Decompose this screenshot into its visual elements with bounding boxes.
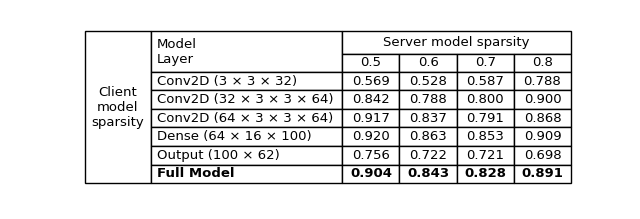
Bar (151, 146, 342, 164)
Bar (399, 127, 457, 146)
Bar (399, 109, 457, 127)
Bar (514, 72, 571, 90)
Text: Conv2D (64 × 3 × 3 × 64): Conv2D (64 × 3 × 3 × 64) (157, 112, 333, 125)
Bar (342, 54, 399, 72)
Bar (151, 72, 342, 90)
Text: Client
model
sparsity: Client model sparsity (92, 86, 144, 129)
Text: 0.722: 0.722 (409, 149, 447, 162)
Text: 0.569: 0.569 (352, 75, 390, 88)
Text: 0.909: 0.909 (524, 130, 561, 143)
Bar (151, 90, 342, 109)
Text: 0.7: 0.7 (475, 57, 496, 69)
Text: Full Model: Full Model (157, 167, 234, 180)
Bar (514, 127, 571, 146)
Bar (514, 54, 571, 72)
Text: Model
Layer: Model Layer (157, 38, 196, 65)
Bar (399, 72, 457, 90)
Bar (514, 90, 571, 109)
Bar (514, 164, 571, 183)
Text: 0.904: 0.904 (350, 167, 392, 180)
Bar (514, 146, 571, 164)
Text: 0.828: 0.828 (464, 167, 506, 180)
Bar (457, 54, 514, 72)
Text: Output (100 × 62): Output (100 × 62) (157, 149, 280, 162)
Bar (399, 146, 457, 164)
Bar (342, 72, 399, 90)
Text: 0.791: 0.791 (467, 112, 504, 125)
Bar (457, 146, 514, 164)
Text: 0.837: 0.837 (409, 112, 447, 125)
Bar (457, 90, 514, 109)
Text: 0.863: 0.863 (409, 130, 447, 143)
Bar (342, 90, 399, 109)
Text: 0.5: 0.5 (360, 57, 381, 69)
Text: Server model sparsity: Server model sparsity (383, 36, 530, 49)
Bar (399, 164, 457, 183)
Text: 0.788: 0.788 (524, 75, 561, 88)
Text: 0.842: 0.842 (352, 93, 390, 106)
Text: 0.917: 0.917 (352, 112, 390, 125)
Text: 0.6: 0.6 (418, 57, 438, 69)
Text: 0.891: 0.891 (522, 167, 563, 180)
Text: 0.721: 0.721 (467, 149, 504, 162)
Bar (457, 127, 514, 146)
Text: 0.800: 0.800 (467, 93, 504, 106)
Text: 0.788: 0.788 (409, 93, 447, 106)
Text: 0.920: 0.920 (352, 130, 390, 143)
Bar (151, 109, 342, 127)
Bar (151, 164, 342, 183)
Bar (342, 31, 571, 54)
Bar (85, 31, 151, 183)
Bar (151, 31, 342, 72)
Bar (514, 109, 571, 127)
Bar (399, 54, 457, 72)
Text: 0.528: 0.528 (409, 75, 447, 88)
Text: 0.868: 0.868 (524, 112, 561, 125)
Text: Dense (64 × 16 × 100): Dense (64 × 16 × 100) (157, 130, 311, 143)
Text: 0.8: 0.8 (532, 57, 553, 69)
Text: 0.900: 0.900 (524, 93, 561, 106)
Text: 0.853: 0.853 (467, 130, 504, 143)
Bar (457, 72, 514, 90)
Text: 0.698: 0.698 (524, 149, 561, 162)
Bar (342, 127, 399, 146)
Bar (399, 90, 457, 109)
Bar (457, 164, 514, 183)
Bar (151, 127, 342, 146)
Bar (342, 109, 399, 127)
Text: 0.756: 0.756 (352, 149, 390, 162)
Bar (342, 146, 399, 164)
Text: Conv2D (32 × 3 × 3 × 64): Conv2D (32 × 3 × 3 × 64) (157, 93, 333, 106)
Text: Conv2D (3 × 3 × 32): Conv2D (3 × 3 × 32) (157, 75, 297, 88)
Text: 0.587: 0.587 (467, 75, 504, 88)
Text: 0.843: 0.843 (407, 167, 449, 180)
Bar (342, 164, 399, 183)
Bar (457, 109, 514, 127)
